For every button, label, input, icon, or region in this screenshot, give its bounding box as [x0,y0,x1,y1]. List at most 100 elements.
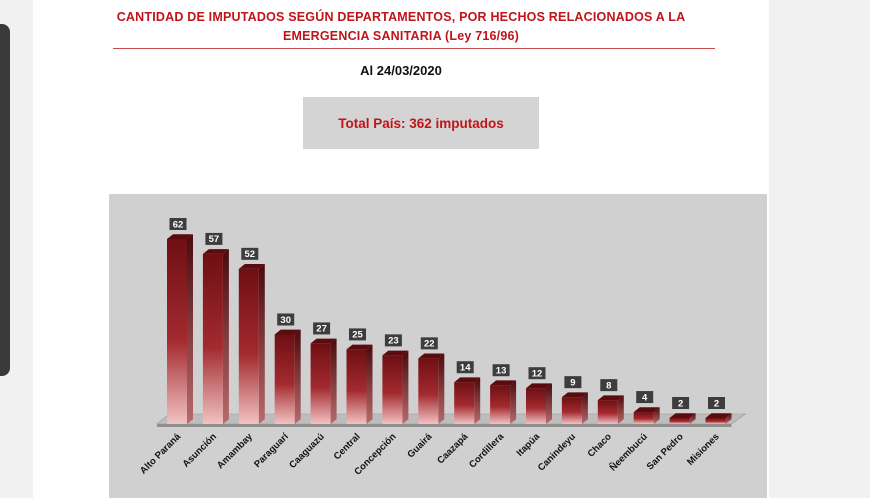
data-label-box [420,337,438,350]
data-label: 62 [173,219,184,230]
bar-top [202,249,229,254]
bar-top [669,413,696,418]
bar [561,397,582,424]
bar-group: 12 Itapúa [515,367,552,459]
bar-top [418,353,445,359]
data-label: 57 [209,234,220,245]
title-divider [113,48,715,49]
bar-top [633,407,660,413]
bar-top [238,264,265,269]
bar-group: 25 Central [332,328,373,462]
bar-side [294,329,301,424]
bar-side [366,344,373,424]
chart-panel: 62 Alto Paraná 57 Asunción 52 Amambay 30 Paragu… [109,194,767,498]
data-label-box [205,232,223,245]
data-label-box [277,313,295,326]
bar-side [581,392,588,424]
bar-side [474,377,481,424]
data-label: 4 [642,392,648,403]
bar-top [346,344,373,350]
bar-top [382,350,409,356]
bar [238,268,259,424]
category-label: Canindeyu [536,431,578,473]
data-label: 13 [496,366,507,377]
data-label: 27 [316,324,327,335]
category-label: Caazapá [435,431,471,467]
data-label: 8 [606,380,611,391]
bar [597,400,618,424]
data-label-box [600,379,618,392]
bar-top [490,380,517,386]
data-label-box [528,367,546,380]
category-label: Guairá [405,431,435,461]
bar-chart: 62 Alto Paraná 57 Asunción 52 Amambay 30 Paragu… [138,218,747,478]
data-label-box [708,397,725,409]
data-label: 2 [678,398,683,409]
category-label: Central [332,431,363,462]
data-label-box [636,391,654,404]
bar [382,355,403,424]
bar-group: 2 Misiones [685,397,732,468]
category-label: Alto Paraná [138,431,184,477]
category-label: Itapúa [515,431,543,459]
bar [454,382,475,424]
bar-side [725,413,732,424]
data-label: 23 [388,336,399,347]
report-date: Al 24/03/2020 [360,63,442,78]
chart-title-line-2: EMERGENCIA SANITARIA (Ley 716/96) [282,29,520,43]
data-label-box [313,322,331,335]
bar-top [705,413,732,418]
data-label: 14 [460,363,471,374]
bar-side [546,383,552,424]
total-summary-box: Total País: 362 imputados [303,97,539,149]
bar-side [689,413,696,424]
bar [418,358,439,424]
bar-group: 30 Paraguarí [252,313,301,470]
bar-side [258,264,265,424]
device-frame-edge [0,24,10,376]
bar-top [597,395,624,401]
bar-side [187,234,193,424]
bar-side [222,249,229,424]
data-label: 9 [570,377,575,388]
category-label: Caaguazú [287,431,327,471]
chart-title-line-1: CANTIDAD DE IMPUTADOS SEGÚN DEPARTAMENTO… [116,10,686,24]
data-label-box [384,334,402,347]
chart-floor-edge [157,424,732,427]
category-label: Asunción [181,431,220,470]
bar [490,385,511,424]
bar-side [617,395,624,424]
bar [346,349,367,424]
bar [274,334,295,424]
bar-group: 22 Guairá [405,337,445,461]
bar-side [510,380,517,424]
chart-title: CANTIDAD DE IMPUTADOS SEGÚN DEPARTAMENTO… [33,8,769,46]
data-label-box [492,364,510,377]
bar-top [167,234,193,239]
bar-group: 62 Alto Paraná [138,218,193,476]
data-label: 12 [532,368,543,379]
bar [167,239,187,424]
category-label: Misiones [685,431,722,468]
category-label: Cordillera [467,431,507,471]
total-summary-text: Total País: 362 imputados [338,115,504,131]
data-label-box [456,361,474,374]
bar-top [274,329,301,335]
category-label: Ñeembucú [608,431,650,473]
data-label: 52 [245,249,256,260]
bar [669,418,690,424]
bar [633,412,654,424]
bar [310,343,331,424]
category-label: Chaco [586,431,614,459]
data-label: 30 [280,315,291,326]
bar-side [402,350,409,424]
bar [526,388,546,424]
category-label: Paraguarí [252,431,291,470]
bar-top [454,377,481,383]
data-label-box [564,376,582,389]
bar-top [526,383,552,389]
data-label-box [672,397,690,409]
data-label-box [349,328,366,341]
data-label-box [169,218,187,230]
data-label: 2 [714,398,719,409]
